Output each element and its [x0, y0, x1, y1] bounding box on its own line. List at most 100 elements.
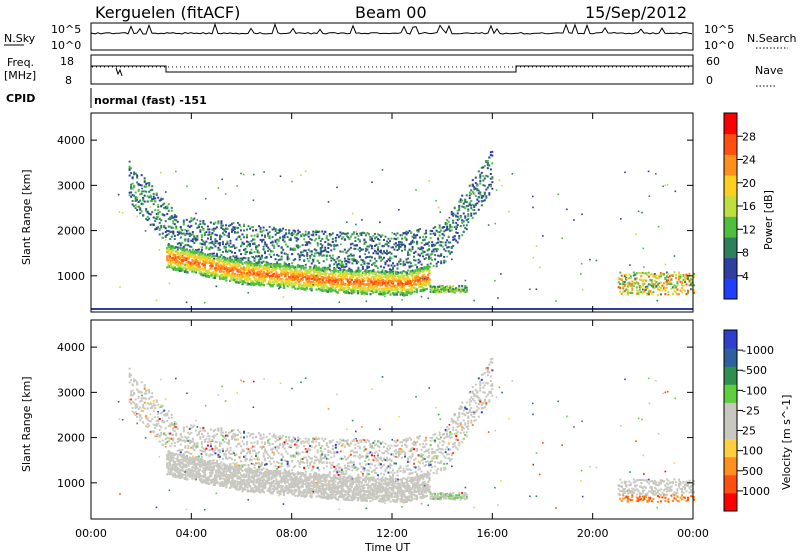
power-cell — [434, 287, 437, 290]
velocity-cell — [202, 429, 205, 432]
power-cell — [381, 258, 384, 261]
power-cell — [384, 273, 387, 276]
power-cell — [452, 221, 455, 224]
power-cell — [656, 287, 659, 290]
velocity-cell — [172, 423, 175, 426]
power-cell — [301, 272, 304, 275]
power-cell — [238, 260, 242, 264]
power-cell — [146, 210, 149, 213]
power-cell — [197, 265, 200, 268]
power-cell — [230, 245, 233, 248]
power-cell — [233, 251, 236, 254]
power-cell — [450, 210, 453, 213]
power-cell — [437, 237, 440, 240]
power-cell — [310, 283, 313, 286]
velocity-cell — [170, 422, 173, 425]
power-cell — [297, 238, 300, 241]
power-cell — [205, 247, 208, 250]
power-cell — [292, 278, 296, 281]
power-cell — [355, 262, 358, 265]
power-cell — [235, 261, 238, 264]
velocity-cell — [166, 440, 169, 443]
power-cell — [175, 261, 178, 264]
power-cell — [287, 267, 291, 270]
power-cell — [446, 246, 449, 249]
power-cell — [294, 283, 297, 286]
power-cell — [438, 290, 441, 293]
power-cell — [281, 281, 284, 284]
power-cell — [282, 271, 286, 274]
power-cell — [280, 258, 283, 261]
power-cell — [449, 226, 452, 229]
power-cell — [462, 289, 465, 292]
power-cell — [393, 278, 396, 281]
power-cell — [357, 235, 360, 238]
velocity-cell — [134, 403, 137, 406]
power-cell — [226, 242, 229, 245]
power-cell — [307, 241, 310, 244]
power-cell — [256, 235, 259, 238]
velocity-cell — [185, 450, 188, 453]
power-cell — [264, 234, 267, 237]
power-cell — [632, 284, 635, 287]
power-cell — [154, 217, 157, 220]
velocity-cell — [233, 463, 236, 466]
power-cell — [338, 278, 341, 281]
power-cell — [437, 260, 440, 263]
power-cell — [394, 271, 397, 274]
power-cell — [408, 283, 411, 286]
power-speckle — [666, 183, 669, 186]
power-cell — [247, 259, 250, 262]
power-cell — [388, 259, 391, 262]
power-cell — [304, 275, 307, 279]
power-cell — [380, 273, 383, 276]
power-cell — [170, 209, 173, 212]
power-cell — [143, 177, 146, 180]
power-cell — [235, 255, 238, 258]
power-cell — [148, 196, 151, 199]
power-cell — [158, 233, 161, 236]
power-cell — [640, 272, 643, 275]
power-cell — [434, 285, 437, 288]
power-cell — [414, 234, 417, 237]
power-cell — [301, 274, 304, 278]
nsky-trace — [90, 22, 693, 49]
power-cell — [170, 250, 173, 253]
power-cell — [344, 291, 347, 294]
power-cell — [247, 269, 250, 272]
power-cell — [418, 285, 421, 289]
power-cell — [473, 188, 476, 191]
power-cell — [456, 289, 459, 292]
power-cell — [164, 234, 167, 237]
power-cell — [291, 248, 294, 251]
power-cell — [161, 232, 164, 235]
power-cell — [193, 217, 196, 220]
power-cell — [307, 232, 310, 235]
power-cell — [381, 234, 384, 237]
power-cell — [334, 236, 337, 239]
power-cell — [268, 237, 271, 240]
power-cell — [394, 284, 397, 287]
power-cell — [434, 289, 437, 292]
power-cell — [136, 196, 139, 199]
power-cell — [309, 275, 312, 278]
power-cell — [279, 267, 282, 271]
power-cell — [312, 230, 315, 233]
power-cell — [427, 265, 430, 268]
power-cell — [282, 270, 286, 273]
power-cell — [685, 276, 688, 279]
power-cell — [295, 277, 298, 280]
power-cell — [354, 274, 357, 277]
power-cell — [384, 261, 387, 264]
power-cell — [392, 292, 395, 295]
power-cell — [378, 238, 381, 241]
power-cell — [180, 265, 183, 268]
power-cell — [291, 282, 294, 285]
velocity-cell — [136, 405, 139, 408]
velocity-cell — [205, 454, 208, 457]
power-speckle — [263, 171, 265, 173]
power-cell — [375, 236, 378, 239]
power-cell — [252, 284, 255, 287]
power-cell — [280, 280, 283, 283]
power-cell — [489, 151, 492, 154]
